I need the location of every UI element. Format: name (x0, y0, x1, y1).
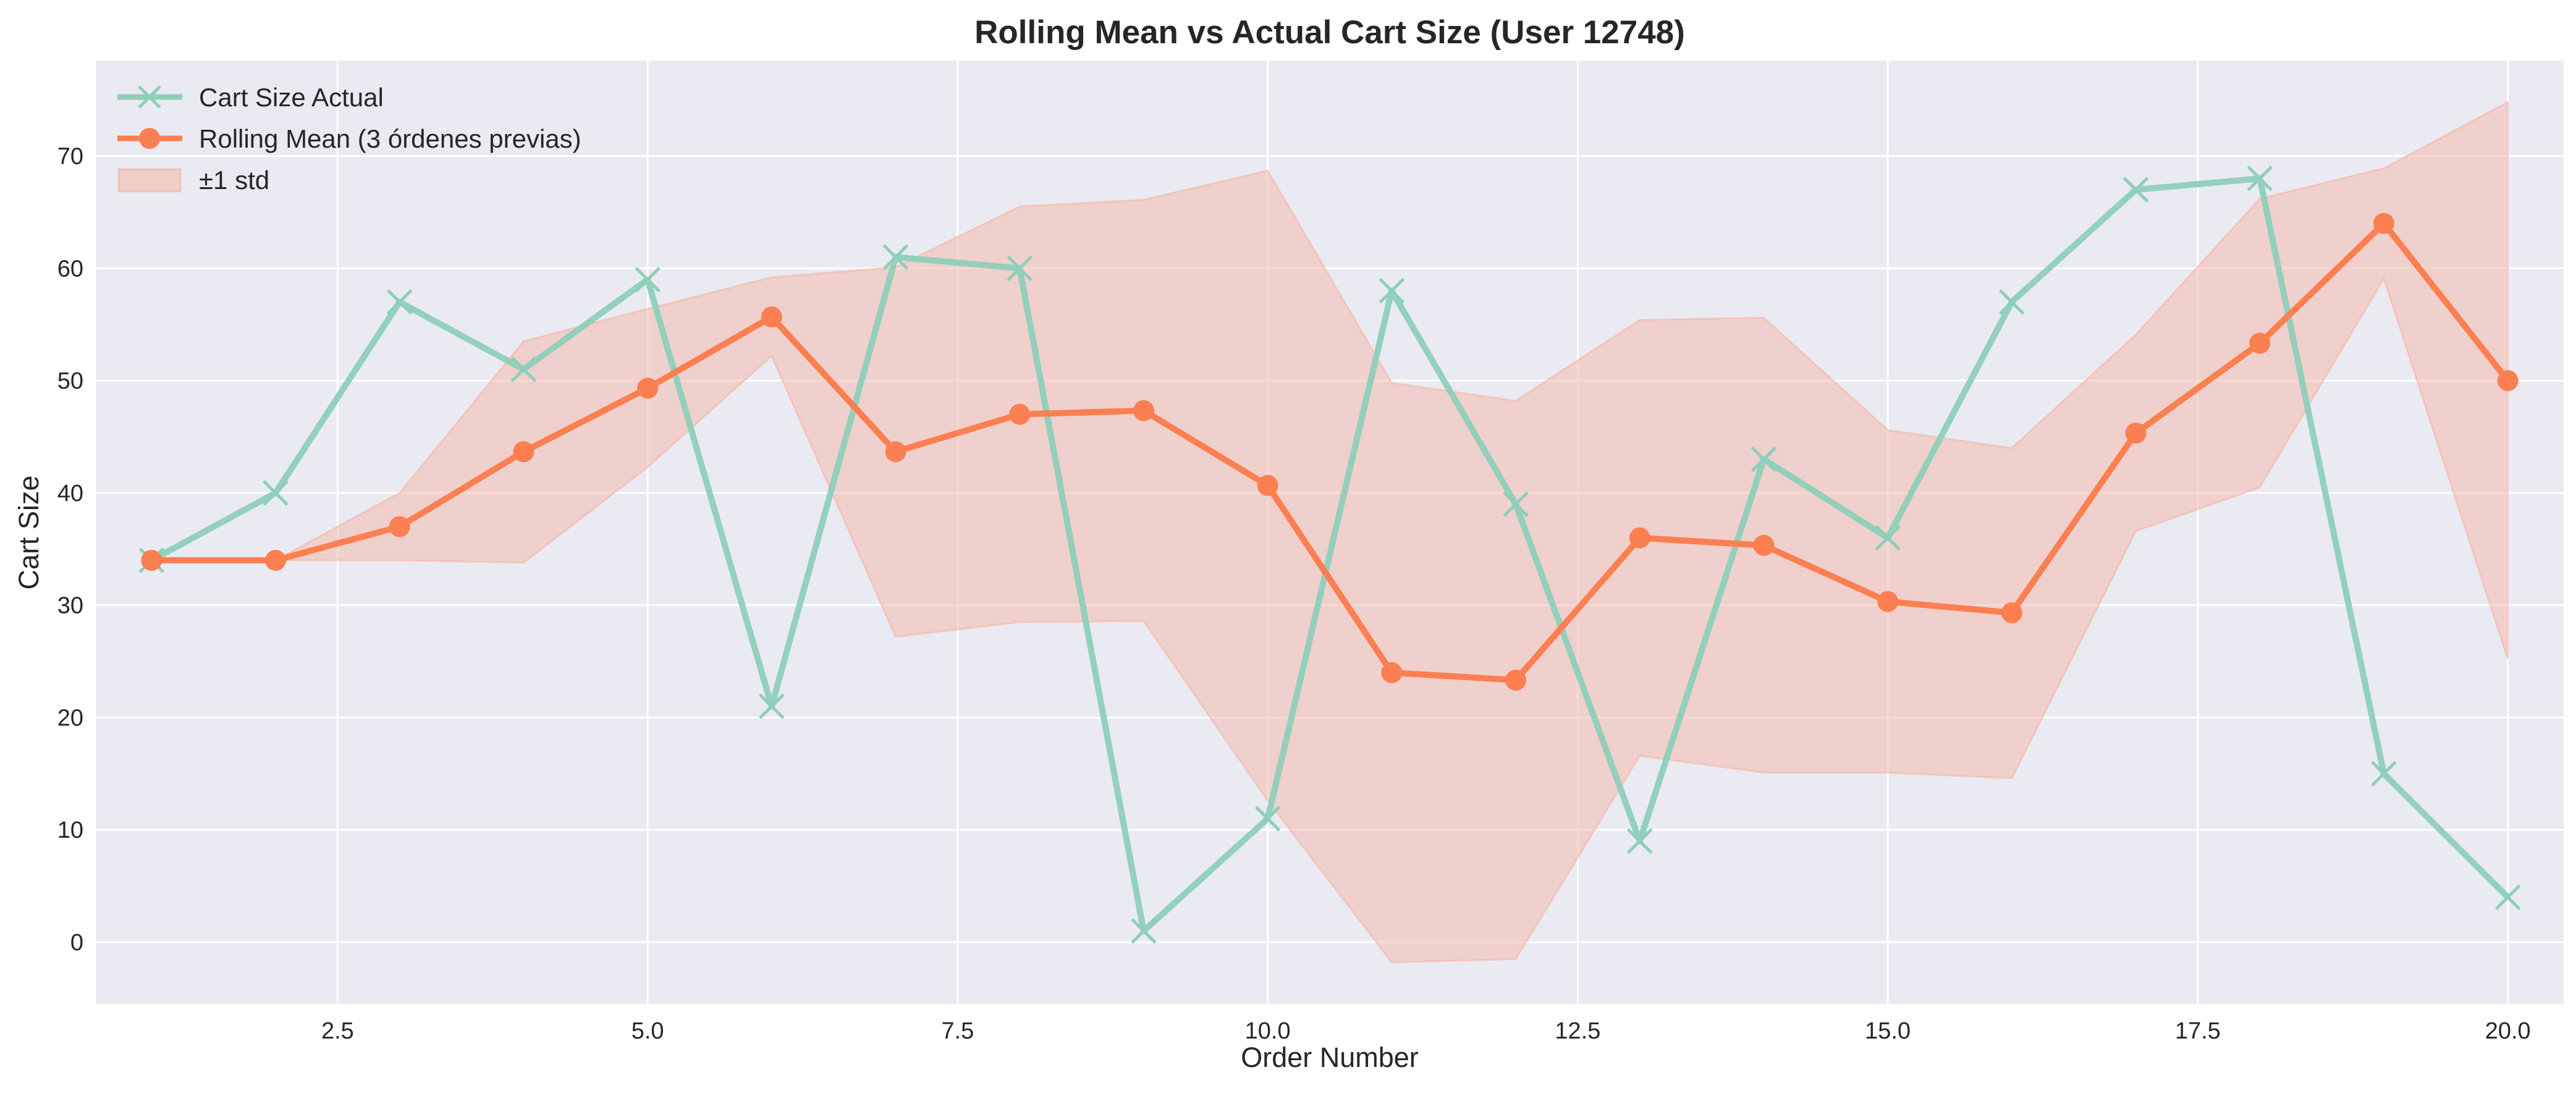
rolling-mean-point (2125, 422, 2147, 444)
actual-point (1503, 491, 1529, 517)
x-axis-label: Order Number (1241, 1042, 1419, 1073)
actual-point (510, 356, 537, 382)
rolling-mean-point (2497, 370, 2519, 392)
rolling-mean-line (151, 220, 2511, 683)
actual-point (2371, 761, 2397, 787)
legend: Cart Size Actual Rolling Mean (3 órdenes… (117, 83, 581, 195)
rolling-mean-point (761, 306, 782, 328)
y-tick-label: 70 (57, 144, 83, 170)
rolling-mean-point (1629, 527, 1650, 549)
tick-label-layer: 2.5 5.0 7.5 10.0 12.5 15.0 17.5 20.0 0 10 20 30 40 50… (57, 144, 2531, 1044)
legend-marker-rolling (139, 128, 160, 149)
rolling-mean-point (1505, 669, 1527, 691)
actual-point (1131, 918, 1157, 944)
y-axis-label: Cart Size (13, 475, 44, 589)
rolling-mean-point (885, 441, 906, 463)
rolling-mean-point (2001, 602, 2022, 623)
y-tick-label: 50 (57, 368, 83, 394)
actual-point (759, 693, 785, 720)
actual-line (150, 175, 2511, 934)
legend-marker-actual (138, 85, 161, 109)
x-tick-label: 2.5 (321, 1018, 354, 1044)
actual-point (1379, 277, 1405, 304)
rolling-mean-point (141, 549, 163, 571)
actual-point (1007, 255, 1033, 282)
actual-point (2494, 884, 2521, 911)
chart-title: Rolling Mean vs Actual Cart Size (User 1… (974, 14, 1685, 51)
rolling-mean-point (265, 549, 287, 571)
y-tick-label: 60 (57, 256, 83, 282)
x-tick-label: 17.5 (2175, 1018, 2221, 1044)
actual-point (882, 244, 909, 270)
actual-point (1626, 828, 1653, 854)
x-tick-label: 7.5 (941, 1018, 974, 1044)
rolling-mean-point (1133, 400, 1154, 421)
x-tick-label: 12.5 (1555, 1018, 1600, 1044)
actual-point (2247, 166, 2273, 192)
legend-swatch-std (117, 168, 182, 193)
actual-point (1254, 806, 1281, 832)
series-layer (138, 166, 2521, 944)
actual-point (635, 266, 661, 293)
x-tick-label: 10.0 (1245, 1018, 1291, 1044)
y-tick-label: 10 (57, 817, 83, 843)
y-tick-label: 20 (57, 705, 83, 731)
rolling-mean-point (2249, 332, 2271, 354)
x-tick-label: 20.0 (2485, 1018, 2531, 1044)
y-tick-label: 30 (57, 593, 83, 619)
rolling-mean-point (1257, 474, 1278, 496)
legend-label-actual: Cart Size Actual (199, 83, 384, 112)
x-tick-label: 15.0 (1865, 1018, 1911, 1044)
actual-point (263, 480, 289, 506)
rolling-mean-point (1753, 534, 1775, 556)
actual-point (2122, 177, 2149, 203)
legend-label-rolling: Rolling Mean (3 órdenes previas) (199, 124, 581, 153)
x-tick-label: 5.0 (631, 1018, 664, 1044)
actual-point (386, 289, 413, 315)
actual-point (1999, 289, 2025, 315)
rolling-mean-point (389, 516, 410, 537)
actual-point (1750, 446, 1777, 473)
legend-label-std: ±1 std (199, 166, 269, 195)
actual-point (1875, 525, 1901, 551)
rolling-mean-point (1009, 403, 1031, 425)
rolling-mean-point (1877, 591, 1899, 612)
y-tick-label: 40 (57, 481, 83, 507)
rolling-mean-point (1381, 662, 1403, 683)
y-tick-label: 0 (70, 930, 83, 956)
rolling-mean-point (513, 441, 534, 463)
rolling-mean-point (637, 377, 659, 399)
rolling-mean-point (2373, 213, 2394, 234)
